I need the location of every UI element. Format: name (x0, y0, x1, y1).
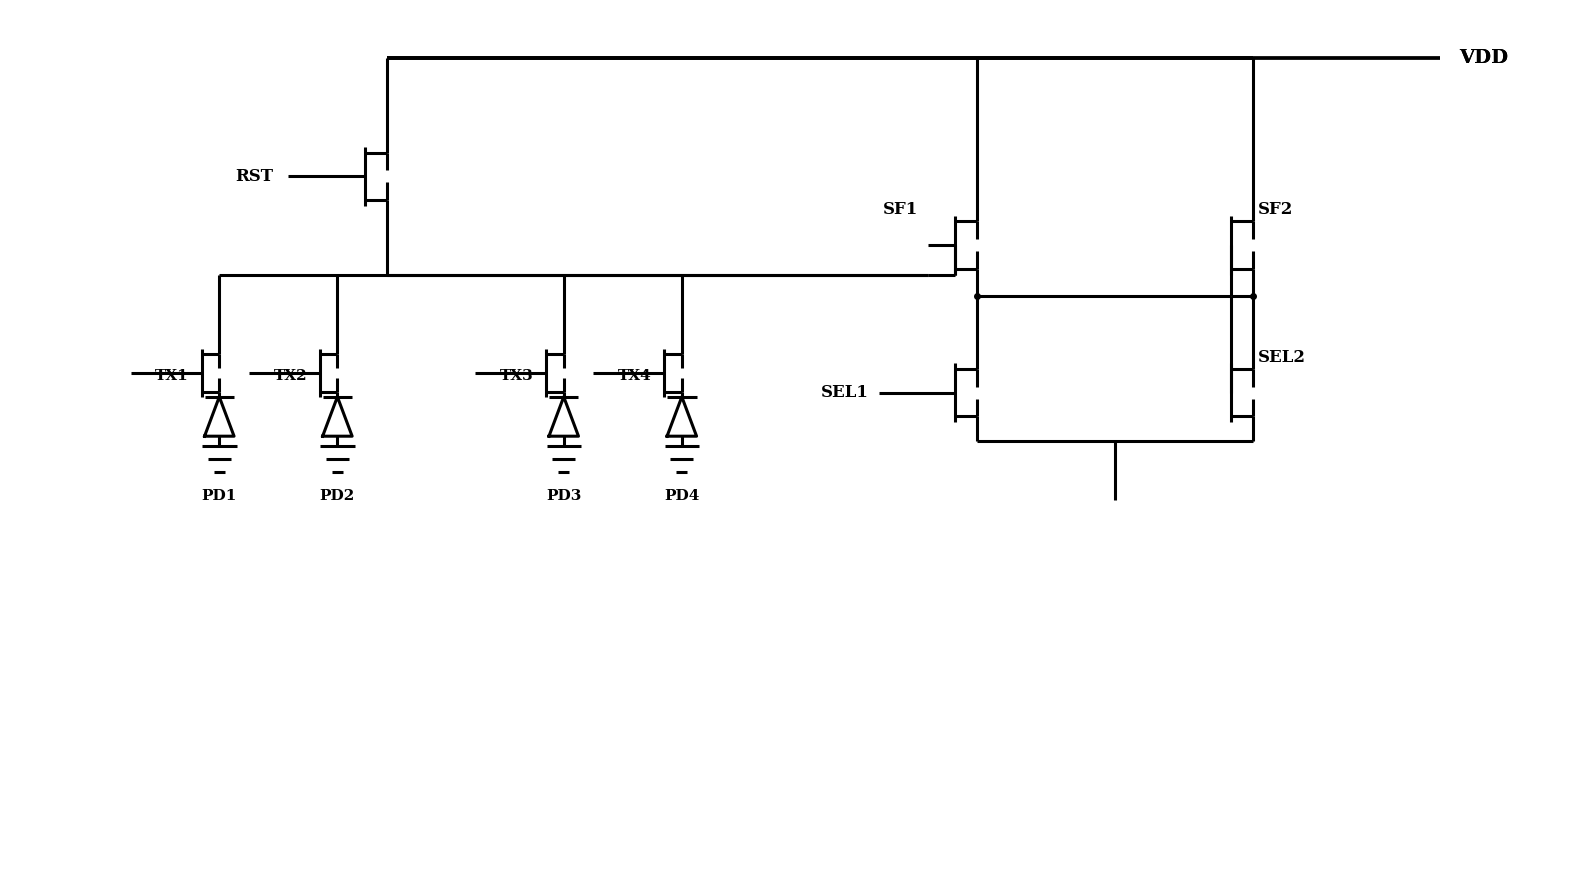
Text: RST: RST (235, 167, 273, 185)
Text: PD3: PD3 (546, 489, 581, 503)
Text: PD1: PD1 (202, 489, 237, 503)
Text: SEL2: SEL2 (1258, 349, 1305, 365)
Text: SF1: SF1 (883, 201, 918, 218)
Text: SEL1: SEL1 (821, 385, 869, 401)
Text: VDD: VDD (1459, 49, 1509, 67)
Text: PD4: PD4 (664, 489, 699, 503)
Text: PD2: PD2 (319, 489, 356, 503)
Text: VDD: VDD (1459, 49, 1509, 67)
Text: TX2: TX2 (273, 369, 306, 383)
Text: TX1: TX1 (156, 369, 189, 383)
Text: TX3: TX3 (500, 369, 534, 383)
Text: TX4: TX4 (618, 369, 651, 383)
Text: SF2: SF2 (1258, 201, 1293, 218)
